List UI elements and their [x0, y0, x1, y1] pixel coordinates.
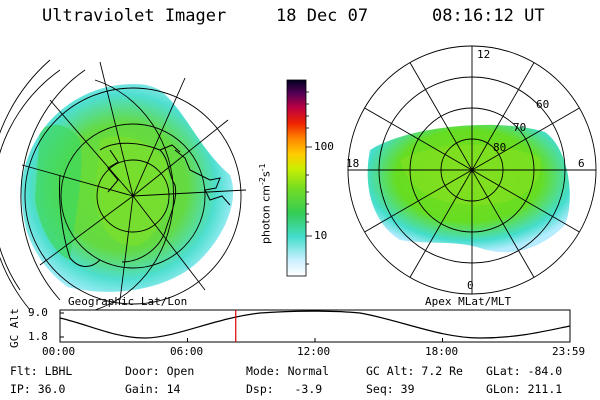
- status-seq: Seq: 39: [366, 382, 415, 396]
- geographic-caption: Geographic Lat/Lon: [68, 295, 188, 308]
- altitude-xtick-1800: 18:00: [425, 345, 459, 358]
- altitude-xtick-0000: 00:00: [42, 345, 76, 358]
- colorbar-unit-label: photon cm-2s-1: [258, 163, 273, 244]
- altitude-ylabel: GC Alt: [8, 308, 21, 348]
- mlat-label-80: 80: [493, 141, 507, 154]
- apex-caption: Apex MLat/MLT: [425, 295, 512, 308]
- status-filter: Flt: LBHL: [10, 364, 73, 378]
- status-gc-alt: GC Alt: 7.2 Re: [366, 364, 463, 378]
- time-label: 08:16:12 UT: [432, 6, 545, 26]
- status-door: Door: Open: [125, 364, 195, 378]
- colorbar-tick-10: 10: [314, 229, 328, 242]
- colorbar-tick-100: 100: [314, 140, 334, 153]
- altitude-plot: [59, 309, 571, 343]
- coastline-path: [59, 174, 101, 267]
- mlt-label-0: 0: [467, 279, 474, 292]
- status-ip: IP: 36.0: [10, 382, 66, 396]
- altitude-xtick-2359: 23:59: [552, 345, 586, 358]
- status-dsp: Dsp: -3.9: [246, 382, 323, 396]
- altitude-xtick-0600: 06:00: [170, 345, 204, 358]
- status-mode: Mode: Normal: [246, 364, 330, 378]
- mlt-label-12: 12: [477, 48, 491, 61]
- altitude-curve: [59, 310, 571, 339]
- status-gain: Gain: 14: [125, 382, 181, 396]
- apex-map: [347, 45, 597, 295]
- altitude-xtick-1200: 12:00: [297, 345, 331, 358]
- altitude-ytick-9: 9.0: [28, 306, 48, 319]
- colorbar: [286, 79, 312, 277]
- geographic-map: [0, 59, 247, 311]
- mlt-label-6: 6: [578, 157, 585, 170]
- mlat-label-60: 60: [536, 98, 550, 111]
- altitude-ytick-1-8: 1.8: [28, 330, 48, 343]
- instrument-title: Ultraviolet Imager: [42, 6, 227, 26]
- date-label: 18 Dec 07: [276, 6, 369, 26]
- mlt-label-18: 18: [346, 157, 360, 170]
- status-glat: GLat: -84.0: [486, 364, 563, 378]
- mlat-label-70: 70: [513, 121, 527, 134]
- status-glon: GLon: 211.1: [486, 382, 563, 396]
